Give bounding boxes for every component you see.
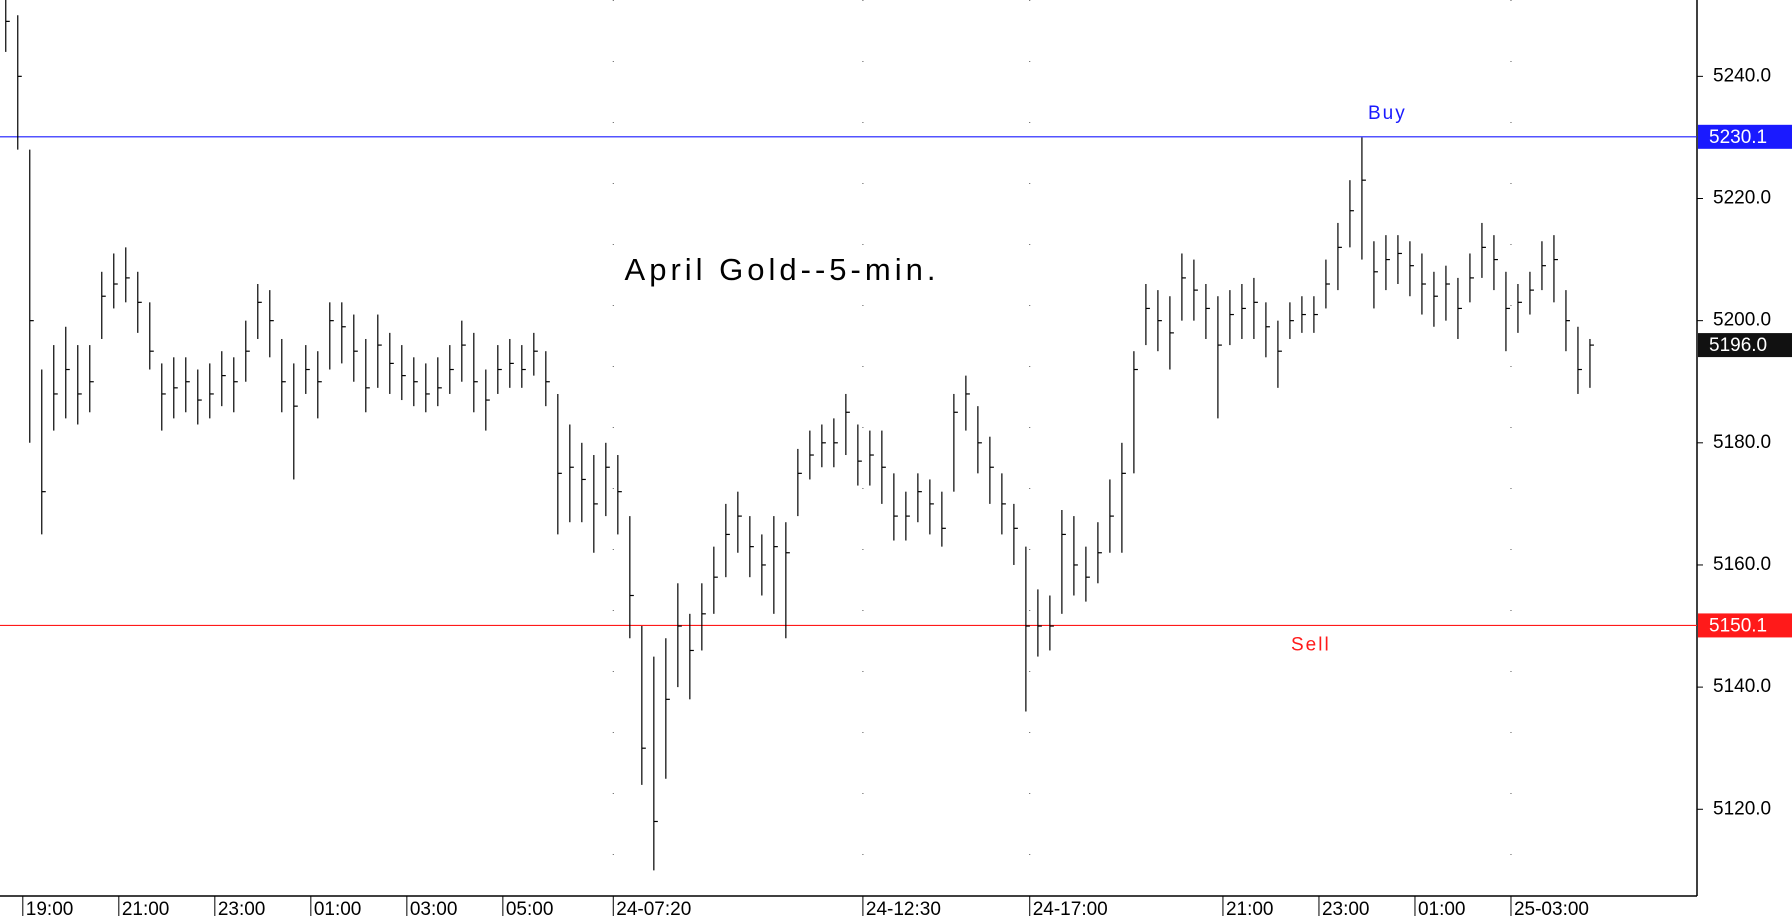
y-tick-label: 5240.0 — [1713, 65, 1771, 86]
level-label: Sell — [1291, 634, 1331, 655]
last-price-label: 5196.0 — [1709, 335, 1767, 356]
x-tick-label: 01:00 — [314, 899, 362, 920]
y-tick-label: 5120.0 — [1713, 798, 1771, 819]
x-tick-label: 05:00 — [506, 899, 554, 920]
y-tick-label: 5140.0 — [1713, 676, 1771, 697]
x-tick-label: 24-17:00 — [1033, 899, 1108, 920]
y-tick-label: 5160.0 — [1713, 554, 1771, 575]
x-tick-label: 24-07:20 — [616, 899, 691, 920]
level-value: 5150.1 — [1709, 615, 1767, 636]
x-tick-label: 23:00 — [1322, 899, 1370, 920]
x-tick-label: 19:00 — [26, 899, 74, 920]
y-tick-label: 5180.0 — [1713, 432, 1771, 453]
x-tick-label: 23:00 — [218, 899, 266, 920]
x-tick-label: 21:00 — [122, 899, 170, 920]
x-tick-label: 01:00 — [1418, 899, 1466, 920]
x-tick-label: 21:00 — [1226, 899, 1274, 920]
level-tag — [1698, 613, 1792, 638]
y-tick-label: 5220.0 — [1713, 188, 1771, 209]
last-price-tag — [1698, 333, 1792, 358]
chart-title: April Gold--5-min. — [625, 252, 940, 287]
x-tick-label: 03:00 — [410, 899, 458, 920]
level-label: Buy — [1368, 103, 1407, 124]
y-tick-label: 5200.0 — [1713, 310, 1771, 331]
level-tag — [1698, 124, 1792, 149]
level-value: 5230.1 — [1709, 127, 1767, 148]
x-tick-label: 25-03:00 — [1514, 899, 1589, 920]
x-tick-label: 24-12:30 — [866, 899, 941, 920]
